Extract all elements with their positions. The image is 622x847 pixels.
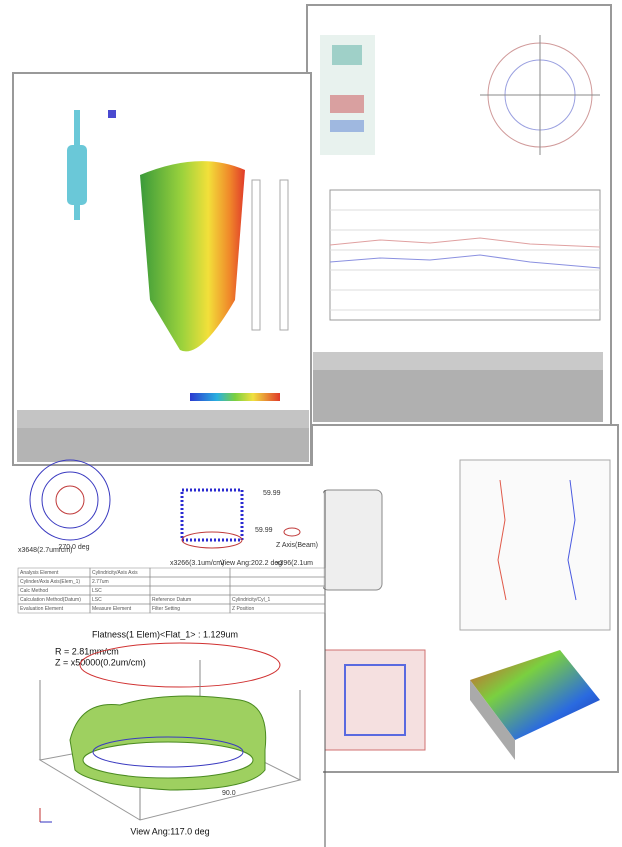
scale-left: x3648(2.7um/cm) <box>18 547 72 554</box>
table-text: Cylinder/Axis Axis(Elem_1) <box>20 579 80 585</box>
axis-label: Z Axis(Beam) <box>276 542 318 549</box>
r-scale: R = 2.81mm/cm <box>55 646 119 656</box>
result-table: Analysis Element Cylindricity/Axis Axis Cy… <box>17 567 326 614</box>
panel-bottom-right <box>311 424 619 773</box>
table-text: Cylindricity/Axis Axis <box>92 570 138 576</box>
angle-label: 270.0 deg <box>58 544 89 551</box>
panel-top-right <box>306 4 612 426</box>
z-scale: Z = x50000(0.2um/cm) <box>55 657 146 667</box>
table-text: Analysis Element <box>20 570 59 576</box>
table-text: Measure Element <box>92 606 132 612</box>
table-text: Evaluation Element <box>20 606 64 612</box>
table-text: Reference Datum <box>152 597 191 603</box>
table-text: Calculation Method(Datum) <box>20 597 81 603</box>
table-cell <box>229 603 326 614</box>
table-text: 2.77um <box>92 579 109 585</box>
plot-title: Flatness(1 Elem)<Flat_1> : 1.129um <box>92 629 238 639</box>
value-b: 59.99 <box>255 527 273 534</box>
table-text: Z Position <box>232 606 254 612</box>
view-angle-top: View Ang:202.2 deg <box>220 560 282 567</box>
table-text: Filter Setting <box>152 606 180 612</box>
table-text: LSC <box>92 588 102 594</box>
scale-mid: x3266(3.1um/cm) <box>170 560 224 567</box>
table-text: LSC <box>92 597 102 603</box>
tick-label: 90.0 <box>222 790 236 797</box>
value-a: 59.99 <box>263 490 281 497</box>
table-text: Cylindricity/Cyl_1 <box>232 597 271 603</box>
document-lower-left: 270.0 deg 59.99 59.99 Z Axis(Beam) x3648… <box>15 459 326 847</box>
scale-right: x396(2.1um <box>276 560 313 567</box>
view-angle-bottom: View Ang:117.0 deg <box>130 826 209 836</box>
table-text: Calc Method <box>20 588 48 594</box>
panel-top-left <box>12 72 312 466</box>
